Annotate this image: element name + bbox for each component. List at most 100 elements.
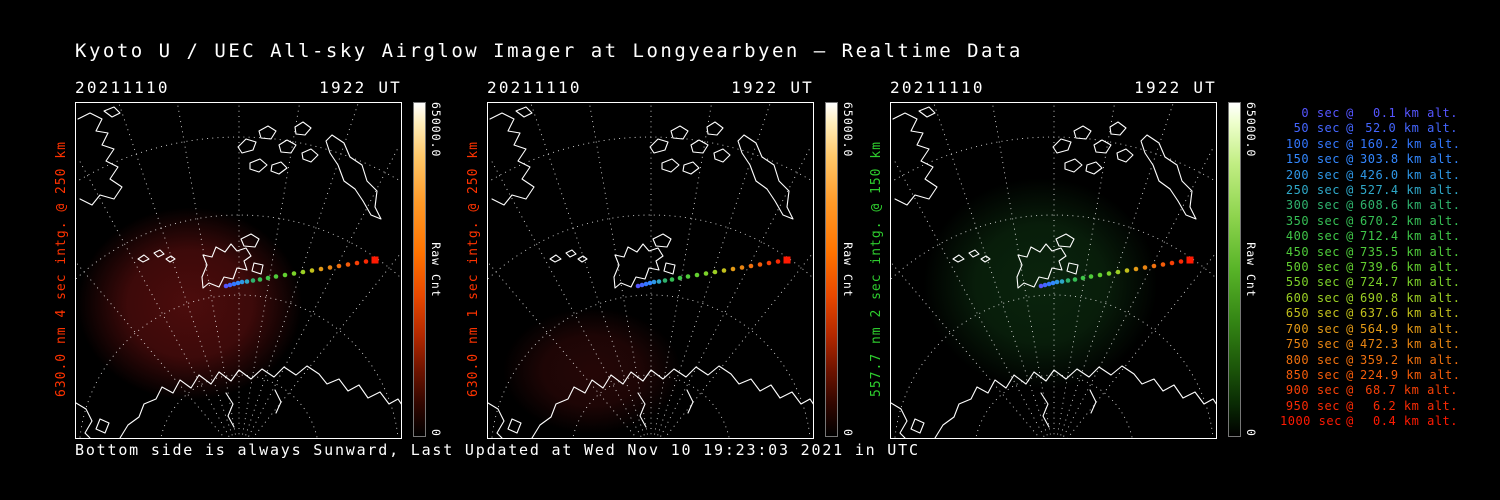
legend-row: 800 sec @359.2 km alt. [1280,352,1461,368]
legend-time: 750 sec [1285,337,1340,352]
panel-date: 20211110 [75,78,170,97]
legend-row: 0 sec @0.1 km alt. [1280,106,1458,121]
legend-time: 500 sec [1285,260,1340,275]
colorbar-max-label: 65000.0 [429,102,443,158]
legend-altitude: 739.6 km alt. [1360,260,1461,275]
legend-time: 0 sec [1301,106,1340,120]
legend-row: 1000 sec @0.4 km alt. [1280,414,1458,429]
coastline-map [488,106,813,438]
colorbar-title: Raw Cnt [429,241,443,298]
airglow-emission [76,103,401,438]
legend-row: 650 sec @637.6 km alt. [1280,306,1460,321]
satellite-track [635,256,791,289]
panel-header: 20211110 1922 UT [487,78,814,97]
legend-at-symbol: @ [1346,121,1354,136]
legend-at-symbol: @ [1346,106,1354,120]
legend-at-symbol: @ [1346,275,1354,290]
legend-time: 700 sec [1285,321,1340,336]
coastline-map [891,106,1216,438]
satellite-track [1038,256,1194,289]
colorbar-min-label: 0 [429,429,443,437]
legend-altitude: 0.4 km alt. [1373,414,1458,429]
legend-altitude: 472.3 km alt. [1360,337,1461,352]
satellite-track [223,256,379,289]
ephemeris-legend: 0 sec @0.1 km alt. 50 sec @52.0 km alt. 100 … [1280,106,1461,430]
legend-row: 750 sec @472.3 km alt. [1280,337,1461,352]
legend-time: 1000 sec [1280,414,1342,429]
legend-at-symbol: @ [1346,213,1354,228]
panel-date: 20211110 [487,78,582,97]
legend-at-symbol: @ [1346,306,1354,321]
colorbar-min-label: 0 [841,429,855,437]
legend-row: 400 sec @712.4 km alt. [1280,229,1461,244]
footer-status: Bottom side is always Sunward, Last Upda… [75,441,920,459]
legend-at-symbol: @ [1346,414,1354,429]
airglow-emission [891,103,1216,438]
legend-row: 900 sec @68.7 km alt. [1280,383,1458,398]
legend-altitude: 670.2 km alt. [1360,213,1461,228]
page-title: Kyoto U / UEC All-sky Airglow Imager at … [75,40,1023,62]
legend-time: 950 sec [1285,398,1340,413]
panel-time: 1922 UT [1134,78,1217,97]
legend-row: 600 sec @690.8 km alt. [1280,290,1461,306]
colorbar-max-label: 65000.0 [1244,102,1258,158]
legend-at-symbol: @ [1346,337,1354,352]
legend-at-symbol: @ [1346,167,1354,182]
legend-time: 450 sec [1285,244,1340,259]
wavelength-label: 630.0 nm 1 sec intg. @ 250 km [466,141,481,398]
panel-date: 20211110 [890,78,985,97]
legend-at-symbol: @ [1346,244,1354,259]
legend-at-symbol: @ [1346,352,1354,367]
legend-row: 950 sec @6.2 km alt. [1280,399,1458,414]
legend-altitude: 0.1 km alt. [1373,106,1458,120]
legend-time: 50 sec [1293,121,1340,136]
legend-time: 550 sec [1285,275,1340,290]
legend-altitude: 564.9 km alt. [1360,321,1461,336]
legend-altitude: 712.4 km alt. [1360,229,1461,244]
legend-at-symbol: @ [1346,367,1354,382]
wavelength-label: 630.0 nm 4 sec intg. @ 250 km [54,141,69,398]
colorbar-max-label: 65000.0 [841,102,855,158]
legend-at-symbol: @ [1346,398,1354,413]
legend-at-symbol: @ [1346,383,1354,398]
legend-at-symbol: @ [1346,152,1354,167]
legend-altitude: 527.4 km alt. [1360,183,1461,198]
legend-time: 650 sec [1285,306,1340,321]
legend-time: 200 sec [1285,167,1340,182]
legend-altitude: 608.6 km alt. [1360,198,1461,213]
legend-time: 300 sec [1285,198,1340,213]
legend-altitude: 724.7 km alt. [1360,275,1461,290]
graticule [76,103,401,438]
legend-time: 400 sec [1285,229,1340,244]
legend-altitude: 690.8 km alt. [1360,290,1461,305]
coastline-map [76,106,401,438]
graticule [488,103,813,438]
panel-header: 20211110 1922 UT [890,78,1217,97]
legend-row: 450 sec @735.5 km alt. [1280,244,1461,260]
legend-altitude: 160.2 km alt. [1360,136,1461,151]
airglow-panel: 20211110 1922 UT 630.0 nm 4 sec intg. @ … [54,78,445,442]
legend-time: 850 sec [1285,367,1340,382]
wavelength-label: 557.7 nm 2 sec intg. @ 150 km [869,141,884,398]
legend-time: 900 sec [1285,383,1340,398]
legend-at-symbol: @ [1346,229,1354,244]
legend-time: 800 sec [1285,352,1340,367]
legend-altitude: 359.2 km alt. [1360,352,1461,367]
colorbar-labels: 65000.0 Raw Cnt 0 [841,102,856,437]
colorbar [825,102,838,437]
colorbar-title: Raw Cnt [1244,241,1258,298]
colorbar-labels: 65000.0 Raw Cnt 0 [1244,102,1259,437]
airglow-panel: 20211110 1922 UT 630.0 nm 1 sec intg. @ … [466,78,857,442]
legend-row: 700 sec @564.9 km alt. [1280,321,1461,337]
colorbar-min-label: 0 [1244,429,1258,437]
legend-time: 150 sec [1285,152,1340,167]
legend-time: 250 sec [1285,183,1340,198]
allsky-map [76,103,401,438]
legend-at-symbol: @ [1346,321,1354,336]
legend-row: 500 sec @739.6 km alt. [1280,260,1461,275]
map-canvas [890,102,1217,439]
airglow-panel: 20211110 1922 UT 557.7 nm 2 sec intg. @ … [869,78,1260,442]
graticule [891,103,1216,438]
legend-altitude: 735.5 km alt. [1360,244,1461,259]
